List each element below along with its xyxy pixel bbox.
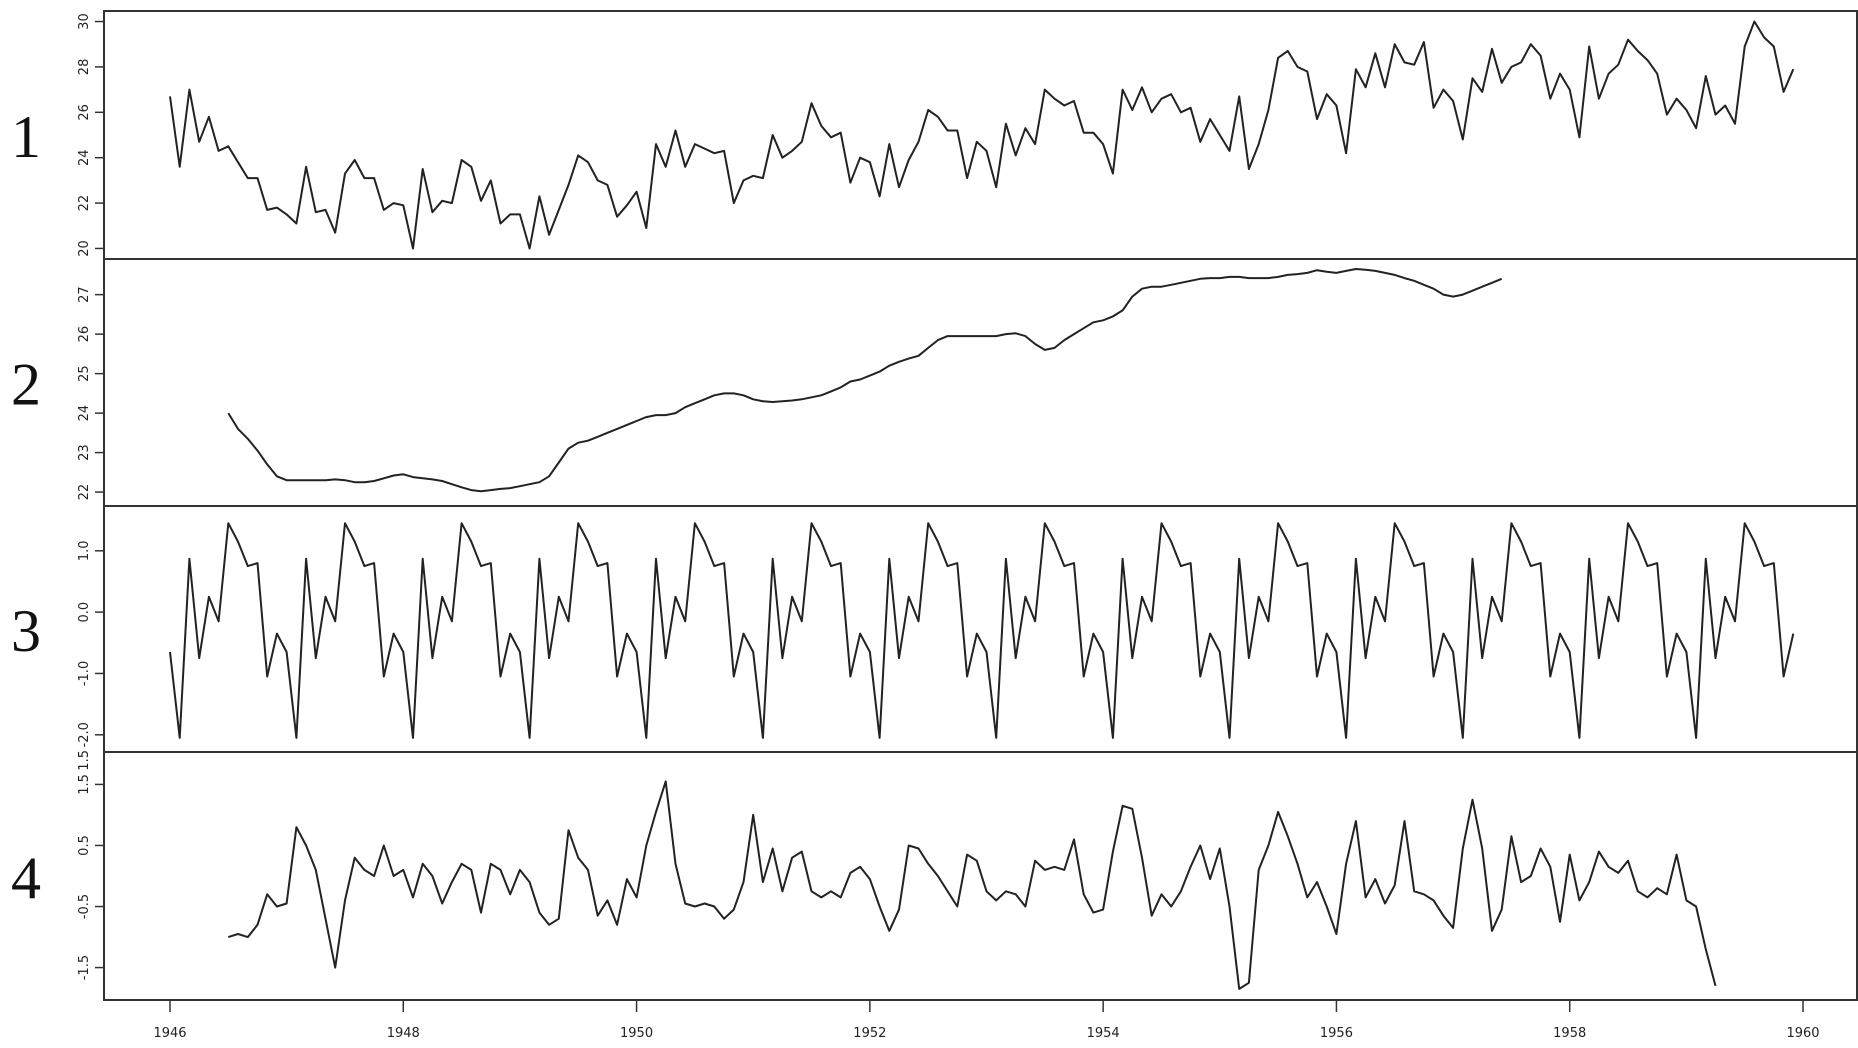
y-tick-label: 22 <box>77 195 92 212</box>
y-tick-label: 20 <box>77 240 92 257</box>
panel-3: 3 -2.0 -1.0 0.0 1.0 1.5 <box>11 522 1795 771</box>
panel-number: 2 <box>11 352 41 418</box>
y-tick-label: -2.0 <box>77 722 92 747</box>
y-tick-label: -0.5 <box>77 894 92 919</box>
panel-number: 1 <box>11 104 41 170</box>
y-tick-label: 26 <box>77 326 92 343</box>
y-tick-label: 30 <box>77 13 92 30</box>
series-line-4 <box>227 780 1717 990</box>
series-line-3 <box>169 522 1795 739</box>
panel-number: 3 <box>11 598 41 664</box>
x-tick-label: 1960 <box>1786 1026 1819 1041</box>
x-tick-label: 1952 <box>853 1026 886 1041</box>
series-line-1 <box>169 20 1795 250</box>
y-tick-label: 24 <box>77 149 92 166</box>
y-tick-label: 0.5 <box>77 835 92 856</box>
x-tick-label: 1950 <box>620 1026 653 1041</box>
series-line-2 <box>227 268 1503 493</box>
y-tick-label: 28 <box>77 59 92 76</box>
x-tick-label: 1946 <box>153 1026 186 1041</box>
y-tick-label: -1.5 <box>77 955 92 980</box>
y-tick-label: 24 <box>77 405 92 422</box>
x-tick-label: 1954 <box>1087 1026 1120 1041</box>
y-tick-label: -1.0 <box>77 661 92 686</box>
y-tick-label: 27 <box>77 286 92 303</box>
y-tick-label: 26 <box>77 104 92 121</box>
x-tick-label: 1948 <box>387 1026 420 1041</box>
y-tick-label: 25 <box>77 365 92 382</box>
panel-4: 4 -1.5 -0.5 0.5 1.5 <box>11 774 1717 990</box>
y-tick-label: 1.5 <box>77 774 92 795</box>
y-tick-label: 23 <box>77 444 92 461</box>
x-tick-label: 1956 <box>1320 1026 1353 1041</box>
y-tick-label: 1.0 <box>77 540 92 561</box>
y-tick-label: 22 <box>77 484 92 501</box>
y-tick-label-extra: 1.5 <box>77 750 92 771</box>
y-tick-label: 0.0 <box>77 602 92 623</box>
panel-1: 1 20 22 24 26 28 30 <box>11 13 1795 257</box>
panel-number: 4 <box>11 845 41 911</box>
x-tick-label: 1958 <box>1553 1026 1586 1041</box>
